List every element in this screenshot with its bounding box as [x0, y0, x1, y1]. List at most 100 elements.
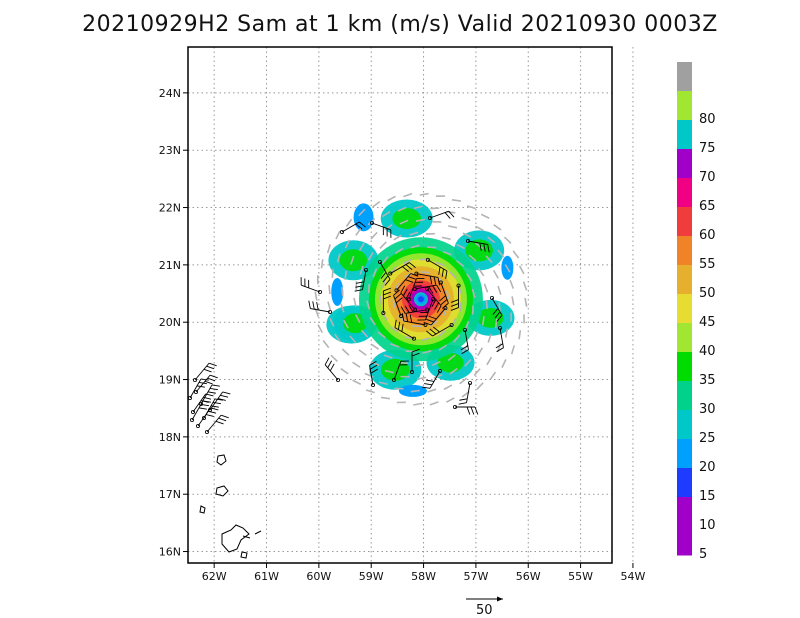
wind-barb-flag [450, 307, 459, 311]
colorbar-swatch [677, 149, 692, 179]
wind-vector [372, 200, 381, 208]
wind-barb-origin [425, 257, 430, 262]
wind-barb-origin [335, 377, 340, 382]
wind-vector [413, 402, 423, 406]
longitude-ticks: 62W 61W 60W 59W 58W 57W 56W 55W 54W [202, 563, 646, 583]
wind-vector [384, 369, 394, 374]
wind-vector [328, 284, 331, 295]
wind-barb-flag [432, 326, 440, 333]
colorbar-label: 30 [699, 402, 716, 417]
wind-barb-flag [495, 343, 504, 349]
wind-vector [372, 268, 378, 278]
colorbar-swatch [677, 265, 692, 295]
wind-vector [442, 250, 452, 256]
lon-tick-label: 54W [621, 570, 646, 583]
wind-vector [359, 265, 364, 275]
wind-vector [349, 335, 357, 344]
wind-vector [497, 285, 502, 295]
wind-vector [358, 242, 365, 252]
colorbar-swatch [677, 381, 692, 411]
wind-vector [340, 303, 345, 313]
wind-vector [413, 205, 423, 210]
wind-vector [350, 255, 355, 265]
colorbar-swatch [677, 62, 692, 92]
wind-barb-flag [209, 374, 218, 379]
wind-vector [353, 297, 357, 307]
wind-barb-flag [401, 323, 404, 332]
wind-barb-flag [437, 277, 441, 286]
wind-vector [461, 216, 471, 222]
wind-vector [487, 333, 492, 343]
colorbar-label: 40 [699, 344, 716, 359]
wind-barb-flag [222, 391, 231, 395]
wind-vector [341, 287, 344, 297]
wind-vector [504, 328, 509, 338]
wind-barb-flag [355, 281, 365, 284]
island-coastline [199, 505, 206, 514]
wind-vector [466, 205, 476, 210]
wind-vector [381, 210, 391, 218]
wind-barb-flag [200, 403, 209, 407]
wind-vector [524, 297, 528, 308]
wind-barb-flag [442, 302, 449, 309]
wind-barb-flag [329, 363, 335, 372]
wind-barb-origin [327, 309, 332, 314]
wind-barb-origin [409, 369, 414, 374]
wind-barb-staff [429, 210, 449, 219]
lon-tick-label: 58W [411, 570, 436, 583]
island-coastline [221, 524, 250, 553]
wind-vector [341, 348, 350, 356]
reference-arrowhead [497, 596, 503, 602]
wind-barb-flag [203, 368, 212, 373]
wind-vector [320, 259, 324, 269]
wind-vector [370, 360, 380, 367]
wind-barb-flag [426, 330, 433, 337]
wind-vector [485, 299, 489, 310]
wind-barb-flag [210, 407, 219, 411]
wind-barb-flag [211, 384, 220, 387]
wind-barb-flag [220, 414, 229, 419]
wind-barb-flag [394, 319, 397, 328]
wind-petal-core [380, 358, 410, 381]
wind-barb-flag [369, 360, 377, 366]
wind-barb-flag [400, 285, 406, 294]
wind-barb-staff [491, 297, 503, 316]
wind-vector [442, 307, 448, 317]
island-coastline [242, 535, 251, 539]
lat-tick-label: 18N [159, 431, 181, 444]
wind-petal-core [339, 249, 368, 272]
wind-barb-flag [393, 289, 400, 296]
wind-barb-origin [195, 423, 200, 428]
wind-barb-flag [445, 270, 448, 279]
wind-vector [379, 241, 387, 249]
wind-vector [504, 264, 511, 273]
wind-barb-flag [354, 289, 363, 292]
wind-barb-flag [209, 387, 218, 391]
wind-vector [392, 299, 396, 309]
wind-barb-flag [422, 386, 431, 389]
wind-vector [334, 333, 341, 342]
wind-barb-origin [497, 325, 502, 330]
wind-barb-flag [217, 398, 226, 401]
wind-barb-origin [424, 307, 429, 312]
wind-barb-flag [380, 272, 387, 279]
wind-vector [466, 273, 473, 282]
wind-barb-origin [427, 215, 432, 220]
wind-barb-flag [492, 308, 499, 315]
wind-barb-flag [426, 318, 434, 323]
wind-vector [369, 316, 376, 326]
wind-vectors [314, 192, 528, 406]
island-coastline [240, 551, 248, 559]
wind-barb-flag [206, 365, 215, 370]
wind-barb-flag [394, 293, 402, 300]
wind-barb-flag [474, 406, 479, 415]
wind-vector [445, 290, 450, 300]
wind-barb-flag [208, 362, 217, 367]
wind-vector [335, 230, 341, 240]
wind-barb-staff [429, 370, 441, 389]
wind-barb-origin [339, 229, 344, 234]
wind-vector [412, 325, 422, 328]
wind-barb-flag [487, 244, 490, 253]
colorbar-label: 25 [699, 431, 716, 446]
wind-vector [365, 389, 375, 394]
